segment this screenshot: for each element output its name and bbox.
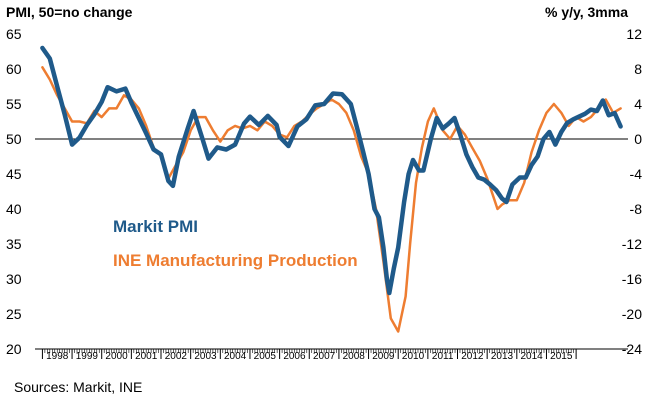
year-label: 2003 — [194, 351, 217, 362]
year-label: 2010 — [402, 351, 425, 362]
right-tick-label: 8 — [634, 61, 642, 77]
left-tick-label: 45 — [6, 166, 22, 182]
right-tick-label: -16 — [622, 271, 642, 287]
right-tick-label: -4 — [630, 166, 643, 182]
left-tick-label: 30 — [6, 271, 22, 287]
left-tick-label: 55 — [6, 96, 22, 112]
right-tick-label: 0 — [634, 131, 642, 147]
year-label: 2000 — [105, 351, 128, 362]
left-tick-label: 25 — [6, 306, 22, 322]
left-tick-label: 50 — [6, 131, 22, 147]
right-axis-title: % y/y, 3mma — [544, 4, 628, 20]
markit-pmi-label: Markit PMI — [113, 217, 198, 236]
year-label: 2006 — [283, 351, 306, 362]
right-axis: 12 8 4 0 -4 -8 -12 -16 -20 -24 — [622, 26, 642, 357]
year-label: 2001 — [135, 351, 158, 362]
right-tick-label: -24 — [622, 341, 642, 357]
right-tick-label: -20 — [622, 306, 642, 322]
markit-pmi-line — [40, 45, 623, 296]
ine-production-line — [41, 66, 622, 333]
left-tick-label: 35 — [6, 236, 22, 252]
x-axis: 1998 1999 2000 2001 2002 2003 2004 2005 2006 2007… — [35, 348, 628, 362]
year-label: 2005 — [254, 351, 277, 362]
year-label: 2008 — [343, 351, 366, 362]
left-axis: 65 60 55 50 45 40 35 30 25 20 — [6, 26, 22, 357]
left-tick-label: 40 — [6, 201, 22, 217]
year-label: 2013 — [491, 351, 514, 362]
right-tick-label: 4 — [634, 96, 642, 112]
plot-area: Markit PMI INE Manufacturing Production — [35, 45, 628, 333]
year-label: 2004 — [224, 351, 247, 362]
left-tick-label: 65 — [6, 26, 22, 42]
left-axis-title: PMI, 50=no change — [6, 4, 133, 20]
left-tick-label: 60 — [6, 61, 22, 77]
year-label: 2011 — [432, 351, 454, 362]
year-label: 2012 — [461, 351, 484, 362]
year-label: 1998 — [46, 351, 69, 362]
year-label: 2009 — [372, 351, 395, 362]
right-tick-label: 12 — [626, 26, 642, 42]
source-note: Sources: Markit, INE — [14, 379, 143, 395]
right-tick-label: -12 — [622, 236, 642, 252]
year-label: 2002 — [165, 351, 188, 362]
left-tick-label: 20 — [6, 341, 22, 357]
year-label: 2014 — [521, 351, 544, 362]
ine-production-label: INE Manufacturing Production — [113, 251, 358, 270]
year-label: 2015 — [550, 351, 573, 362]
year-label: 1999 — [76, 351, 99, 362]
year-label: 2007 — [313, 351, 336, 362]
right-tick-label: -8 — [630, 201, 643, 217]
